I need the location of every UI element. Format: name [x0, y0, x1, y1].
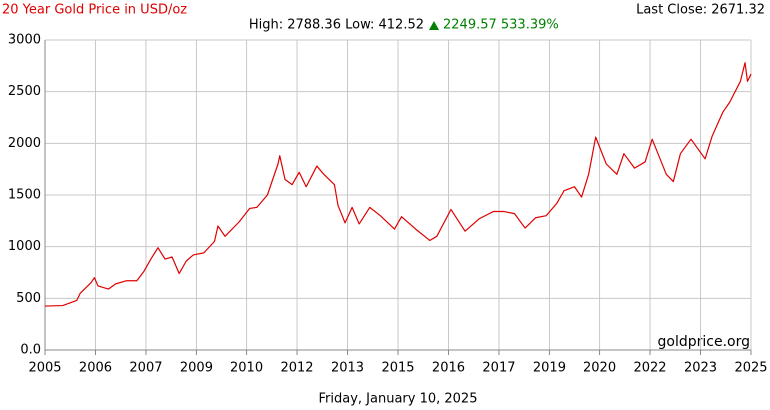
x-tick-label: 2010 — [230, 361, 263, 376]
watermark: goldprice.org — [658, 334, 750, 350]
x-tick-label: 2022 — [633, 361, 666, 376]
up-arrow — [429, 21, 439, 30]
last-close: Last Close: 2671.32 — [636, 3, 765, 18]
x-tick-label: 2007 — [129, 361, 162, 376]
x-tick-label: 2025 — [734, 361, 767, 376]
x-tick-label: 2023 — [684, 361, 717, 376]
y-tick-label: 500 — [16, 291, 41, 306]
x-tick-label: 2019 — [533, 361, 566, 376]
x-tick-label: 2009 — [180, 361, 213, 376]
y-tick-label: 3000 — [8, 33, 41, 48]
x-tick-label: 2006 — [79, 361, 112, 376]
x-tick-label: 2015 — [381, 361, 414, 376]
x-tick-label: 2017 — [482, 361, 515, 376]
y-tick-label: 1000 — [8, 239, 41, 254]
y-tick-label: 2500 — [8, 84, 41, 99]
y-tick-label: 0.0 — [20, 343, 41, 358]
subtitle: High: 2788.36 Low: 412.52 — [249, 18, 424, 33]
x-axis-label: Friday, January 10, 2025 — [319, 392, 478, 407]
x-tick-label: 2012 — [280, 361, 313, 376]
x-tick-label: 2016 — [432, 361, 465, 376]
change: 2249.57 533.39% — [443, 18, 559, 33]
x-tick-label: 2013 — [331, 361, 364, 376]
price-line — [44, 62, 752, 307]
x-tick-label: 2020 — [583, 361, 616, 376]
y-tick-label: 1500 — [8, 188, 41, 203]
x-tick-label: 2005 — [28, 361, 61, 376]
chart-title: 20 Year Gold Price in USD/oz — [2, 3, 187, 18]
y-tick-label: 2000 — [8, 136, 41, 151]
